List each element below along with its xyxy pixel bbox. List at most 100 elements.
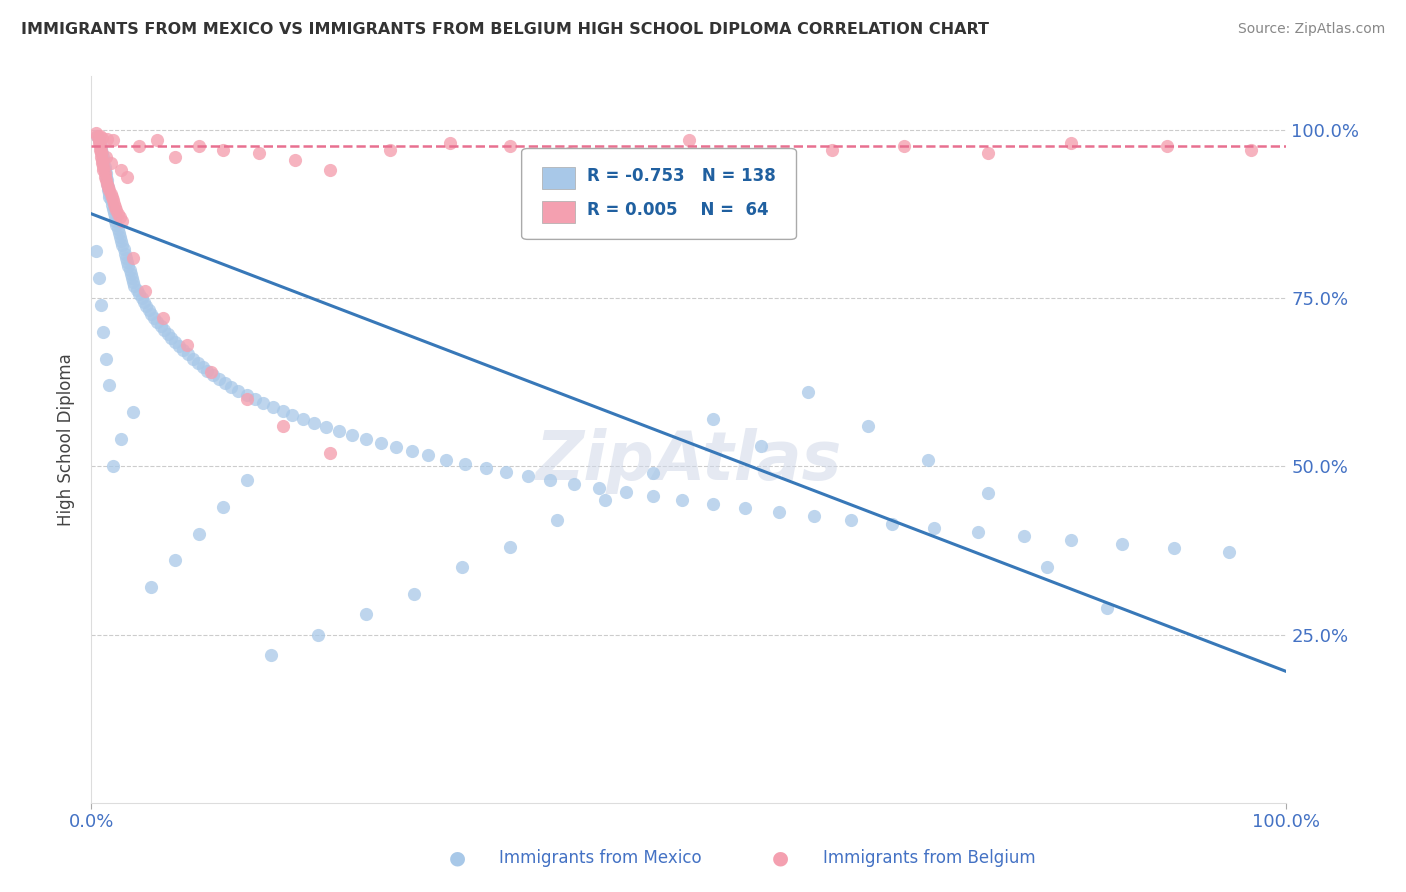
Point bbox=[401, 444, 423, 458]
Text: IMMIGRANTS FROM MEXICO VS IMMIGRANTS FROM BELGIUM HIGH SCHOOL DIPLOMA CORRELATIO: IMMIGRANTS FROM MEXICO VS IMMIGRANTS FRO… bbox=[21, 22, 988, 37]
Point bbox=[880, 517, 904, 532]
Point bbox=[98, 378, 121, 392]
Point bbox=[94, 169, 117, 184]
Point bbox=[114, 246, 136, 260]
Point bbox=[558, 146, 581, 161]
Point bbox=[142, 311, 165, 326]
Point bbox=[97, 180, 120, 194]
Point bbox=[100, 194, 122, 208]
Point bbox=[259, 648, 281, 662]
Point bbox=[434, 452, 457, 467]
Point bbox=[93, 160, 115, 174]
Point bbox=[87, 133, 110, 147]
Point bbox=[976, 486, 998, 500]
Point bbox=[588, 481, 610, 495]
Point bbox=[614, 484, 637, 499]
Point bbox=[187, 355, 209, 369]
Point bbox=[922, 521, 945, 535]
Point bbox=[101, 133, 124, 147]
Point bbox=[121, 270, 143, 285]
Point bbox=[122, 275, 145, 289]
Point bbox=[1240, 143, 1263, 157]
Point bbox=[1060, 136, 1083, 150]
Point bbox=[86, 129, 108, 144]
FancyBboxPatch shape bbox=[522, 148, 796, 239]
Point bbox=[111, 238, 134, 252]
Point bbox=[195, 364, 218, 378]
Point bbox=[107, 207, 129, 221]
Point bbox=[87, 136, 110, 150]
Point bbox=[87, 270, 110, 285]
Text: ZipAtlas: ZipAtlas bbox=[536, 428, 842, 494]
Point bbox=[108, 230, 131, 244]
Point bbox=[110, 235, 132, 249]
Point bbox=[340, 428, 363, 442]
Point bbox=[128, 287, 150, 301]
Point bbox=[167, 339, 190, 353]
Point bbox=[98, 190, 121, 204]
Point bbox=[97, 183, 120, 197]
Point bbox=[187, 526, 211, 541]
Point bbox=[138, 303, 160, 318]
Point bbox=[219, 380, 242, 394]
Point bbox=[516, 468, 538, 483]
Point bbox=[160, 331, 183, 345]
Point bbox=[439, 136, 461, 150]
Point bbox=[96, 177, 118, 191]
Point bbox=[94, 351, 117, 366]
Point bbox=[538, 473, 561, 487]
Point bbox=[84, 244, 107, 258]
Point bbox=[593, 492, 616, 507]
Point bbox=[247, 146, 270, 161]
Point bbox=[354, 432, 377, 446]
Point bbox=[1156, 139, 1178, 153]
Point bbox=[91, 146, 114, 161]
Point bbox=[93, 163, 115, 178]
Text: ●: ● bbox=[449, 848, 465, 868]
Point bbox=[122, 405, 145, 419]
Point bbox=[110, 163, 132, 178]
Point bbox=[1097, 600, 1119, 615]
Point bbox=[90, 143, 112, 157]
Point bbox=[124, 278, 146, 293]
FancyBboxPatch shape bbox=[541, 201, 575, 223]
Point bbox=[87, 133, 110, 147]
Y-axis label: High School Diploma: High School Diploma bbox=[58, 353, 76, 525]
Point bbox=[495, 465, 517, 479]
Point bbox=[132, 295, 155, 310]
Point bbox=[93, 166, 115, 180]
Point bbox=[177, 347, 200, 361]
Point bbox=[98, 183, 121, 197]
Point bbox=[354, 607, 377, 622]
Point bbox=[89, 129, 111, 144]
Text: ●: ● bbox=[772, 848, 789, 868]
Point bbox=[235, 388, 259, 402]
Point bbox=[454, 457, 477, 471]
Point bbox=[404, 587, 426, 601]
Point bbox=[243, 392, 266, 406]
Point bbox=[93, 325, 114, 339]
Point bbox=[103, 196, 125, 211]
Point bbox=[319, 446, 342, 460]
Point bbox=[86, 129, 108, 144]
Point bbox=[228, 384, 250, 398]
Point bbox=[110, 432, 132, 446]
Point bbox=[641, 466, 664, 480]
Point bbox=[202, 368, 225, 382]
Point bbox=[115, 169, 138, 184]
Point bbox=[450, 560, 472, 574]
Point bbox=[1012, 529, 1035, 543]
Point bbox=[208, 372, 231, 386]
Text: Immigrants from Belgium: Immigrants from Belgium bbox=[823, 849, 1035, 867]
Point bbox=[378, 143, 402, 157]
Point bbox=[641, 489, 664, 503]
Point bbox=[115, 251, 138, 265]
Point bbox=[104, 214, 127, 228]
Point bbox=[307, 627, 329, 641]
Point bbox=[93, 150, 114, 164]
Point bbox=[284, 153, 307, 167]
Point bbox=[91, 153, 114, 167]
Point bbox=[271, 404, 294, 418]
Point bbox=[134, 284, 156, 298]
Point bbox=[89, 136, 111, 150]
